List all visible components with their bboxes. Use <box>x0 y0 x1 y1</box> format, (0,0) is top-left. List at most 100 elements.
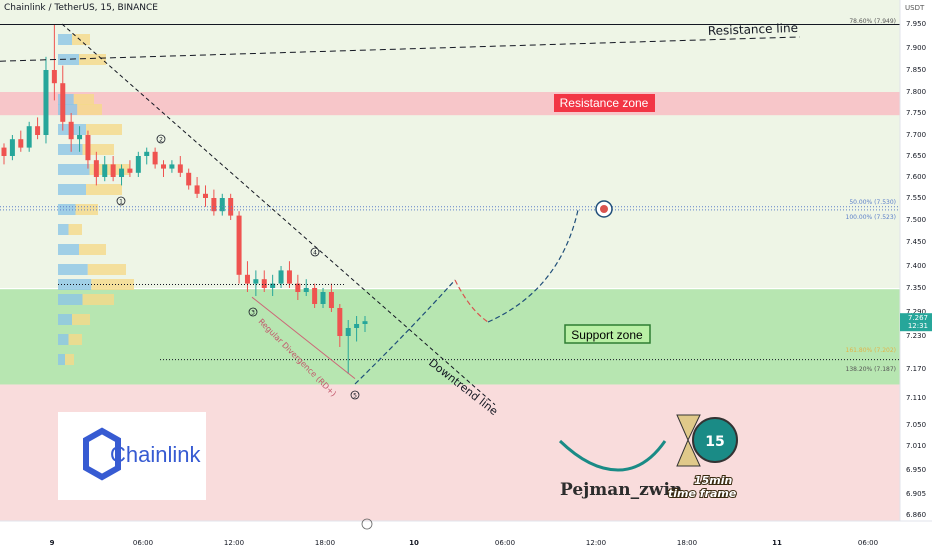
candle-body <box>186 172 192 186</box>
volume-profile-bar <box>58 144 83 155</box>
candle-body <box>77 135 83 140</box>
price-tick-label: 6.950 <box>906 466 926 474</box>
volume-profile-bar <box>68 224 82 235</box>
time-tick-label: 06:00 <box>133 539 153 547</box>
projection-path-target <box>487 209 579 323</box>
volume-profile-bar <box>58 334 69 345</box>
target-icon-center <box>600 205 608 213</box>
candle-body <box>35 126 41 135</box>
resistance-zone <box>0 92 900 116</box>
volume-profile-bar <box>58 244 79 255</box>
price-tick-label: 7.750 <box>906 109 926 117</box>
volume-profile-bar <box>89 164 130 175</box>
candle-body <box>135 156 141 173</box>
candle-body <box>253 279 259 284</box>
candle-body <box>202 193 208 198</box>
clock-badge-number: 15 <box>705 434 724 450</box>
volume-profile-bar <box>86 124 122 135</box>
volume-profile-bar <box>75 204 98 215</box>
candle-body <box>244 274 250 284</box>
volume-profile-bar <box>79 54 106 65</box>
candle-body <box>194 185 200 194</box>
candle-body <box>152 151 158 165</box>
candle-body <box>345 328 351 336</box>
time-tick-label: 06:00 <box>858 539 878 547</box>
timeframe-badge-line2: time frame <box>667 486 737 501</box>
time-tick-label: 18:00 <box>315 539 335 547</box>
wave-marker <box>116 196 126 206</box>
candle-body <box>1 147 7 156</box>
price-tick-label: 7.050 <box>906 421 926 429</box>
candle-body <box>85 135 91 161</box>
candle-body <box>228 198 234 216</box>
price-tick-label: 7.500 <box>906 216 926 224</box>
timeframe-badge-line1: 15min <box>693 473 733 488</box>
symbol-header[interactable]: Chainlink / TetherUS, 15, BINANCE <box>4 3 158 13</box>
volume-profile-bar <box>82 144 114 155</box>
volume-profile-bar <box>72 34 90 45</box>
candle-body <box>68 121 74 140</box>
wave-marker <box>350 390 360 400</box>
wave-marker <box>310 247 320 257</box>
wave-marker <box>248 307 258 317</box>
volume-profile-bar <box>65 354 74 365</box>
candle-body <box>337 308 343 336</box>
time-tick-label: 18:00 <box>677 539 697 547</box>
upper-background <box>0 0 900 288</box>
time-tick-label: 12:00 <box>224 539 244 547</box>
fib-label-161: 161.80% (7.202) <box>846 347 896 354</box>
time-tick-label: 06:00 <box>495 539 515 547</box>
candle-body <box>278 270 284 284</box>
candle-body <box>211 198 217 212</box>
price-tick-label: 7.170 <box>906 365 926 373</box>
candle-body <box>295 283 301 292</box>
price-tick-label: 7.650 <box>906 152 926 160</box>
last-price-value: 7.267 <box>908 314 928 322</box>
price-tick-label: 7.550 <box>906 194 926 202</box>
last-price-tag <box>900 313 932 332</box>
price-tick-label: 7.850 <box>906 66 926 74</box>
wave-label: 4 <box>313 250 317 257</box>
support-zone <box>0 289 900 385</box>
resistance-zone-label: Resistance zone <box>560 96 649 110</box>
clock-badge-icon <box>692 417 738 463</box>
volume-profile-bar <box>73 94 94 105</box>
volume-profile-bar <box>58 294 83 305</box>
volume-profile-bar <box>77 104 102 115</box>
projection-path-pullback <box>454 279 489 323</box>
time-tick-label: 9 <box>50 539 55 547</box>
volume-profile-bar <box>58 104 78 115</box>
price-axis-unit: USDT <box>905 4 925 12</box>
chainlink-hexagon-icon <box>83 427 121 481</box>
resistance-line <box>0 36 801 62</box>
candle-body <box>144 151 150 156</box>
wave-label: 2 <box>159 137 163 144</box>
volume-profile-bar <box>72 314 90 325</box>
chainlink-logo-text: Chainlink <box>110 442 201 467</box>
price-tick-label: 7.400 <box>906 262 926 270</box>
wave-label: 5 <box>353 393 357 400</box>
volume-profile-bar <box>58 164 90 175</box>
volume-profile-bar <box>58 34 72 45</box>
time-tick-label: 12:00 <box>586 539 606 547</box>
divergence-line <box>251 296 356 380</box>
volume-profile-bar <box>86 184 122 195</box>
wave-label: 1 <box>119 199 123 206</box>
candle-body <box>270 283 276 288</box>
candle-body <box>261 279 267 288</box>
fib-label-50: 50.00% (7.530) <box>849 199 896 206</box>
candle-body <box>102 164 108 177</box>
candle-body <box>169 164 175 169</box>
volume-profile-bar <box>58 54 79 65</box>
candle-body <box>236 215 242 275</box>
candle-body <box>43 70 49 135</box>
author-name: Pejman_zwin <box>560 480 683 500</box>
price-tick-label: 7.450 <box>906 238 926 246</box>
price-tick-label: 6.905 <box>906 490 926 498</box>
candle-body <box>51 70 57 84</box>
chainlink-logo-card: Chainlink <box>58 412 206 500</box>
volume-profile-bar <box>58 279 92 290</box>
replay-icon <box>361 518 373 530</box>
